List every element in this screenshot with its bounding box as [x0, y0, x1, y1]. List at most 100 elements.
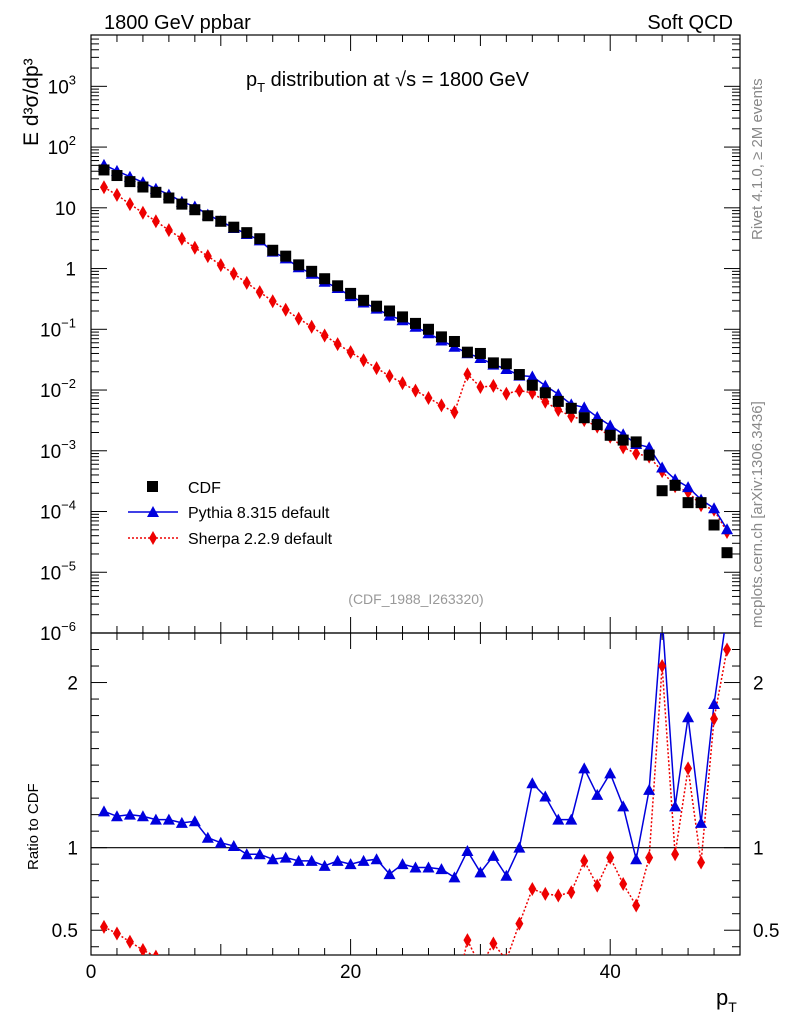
main-point-pythia [656, 461, 669, 473]
ratio-point-pythia [305, 854, 318, 866]
ratio-point-sherpa [412, 1004, 420, 1018]
ratio-point-sherpa [99, 919, 108, 934]
ratio-point-pythia [526, 777, 539, 789]
ratio-point-pythia [552, 813, 565, 825]
main-point-cdf [708, 519, 720, 531]
ratio-point-sherpa [515, 916, 524, 931]
ratio-point-pythia [292, 854, 305, 866]
main-point-sherpa [177, 231, 186, 246]
main-y-axis-label: E d³σ/dp³ [20, 58, 43, 146]
ratio-point-sherpa [191, 966, 199, 980]
ratio-point-pythia [318, 859, 331, 871]
main-point-sherpa [437, 398, 446, 413]
ratio-point-pythia [266, 853, 279, 865]
ratio-point-sherpa [645, 850, 654, 865]
ratio-point-pythia [110, 810, 123, 822]
main-point-sherpa [463, 367, 472, 382]
main-point-cdf [111, 170, 123, 182]
main-point-cdf [721, 547, 733, 559]
main-point-cdf [643, 449, 655, 461]
main-point-sherpa [476, 380, 485, 395]
ratio-point-sherpa [243, 981, 251, 995]
main-point-cdf [176, 198, 188, 210]
ratio-point-pythia [422, 861, 435, 873]
main-point-cdf [163, 192, 175, 204]
ratio-y-tick-label-right: 0.5 [753, 921, 779, 942]
ratio-point-sherpa [450, 994, 458, 1008]
main-point-cdf [254, 233, 266, 245]
ratio-point-sherpa [710, 711, 719, 726]
main-y-tick-label: 10−3 [40, 437, 76, 463]
ratio-point-pythia [630, 853, 643, 865]
main-point-cdf [280, 250, 292, 262]
main-point-cdf [617, 434, 629, 446]
ratio-point-pythia [682, 711, 695, 723]
main-point-cdf [422, 323, 434, 335]
main-point-sherpa [502, 386, 511, 401]
ratio-point-sherpa [463, 933, 472, 948]
ratio-point-sherpa [373, 1001, 381, 1015]
main-series-line-pythia [103, 164, 728, 530]
main-point-cdf [526, 379, 538, 391]
ratio-point-pythia [370, 853, 383, 865]
ratio-point-sherpa [580, 853, 589, 868]
ratio-point-pythia [188, 815, 201, 827]
ratio-point-pythia [136, 810, 149, 822]
main-y-tick-label: 10−5 [40, 558, 76, 584]
main-y-tick-label: 10−6 [40, 619, 76, 645]
ratio-point-pythia [175, 816, 188, 828]
main-point-sherpa [112, 187, 121, 202]
main-point-cdf [293, 259, 305, 271]
legend-marker-cdf [147, 481, 158, 492]
main-point-cdf [384, 305, 396, 317]
ratio-point-pythia [604, 767, 617, 779]
ratio-point-pythia [474, 866, 487, 878]
ratio-point-pythia [669, 800, 682, 812]
main-point-cdf [474, 347, 486, 359]
ratio-point-sherpa [606, 850, 615, 865]
legend-label-sherpa: Sherpa 2.2.9 default [188, 531, 333, 548]
main-point-sherpa [372, 361, 381, 376]
main-point-cdf [500, 358, 512, 370]
ratio-y-tick-label-right: 2 [753, 674, 764, 695]
x-axis-label: pT [716, 985, 737, 1015]
main-point-sherpa [229, 266, 238, 281]
ratio-point-pythia [331, 854, 344, 866]
main-point-sherpa [320, 328, 329, 343]
ratio-y-tick-label-left: 1 [67, 839, 78, 860]
ratio-point-pythia [201, 831, 214, 843]
ratio-point-sherpa [112, 926, 121, 941]
ratio-point-sherpa [697, 855, 706, 870]
main-point-cdf [371, 300, 383, 312]
ratio-point-pythia [383, 868, 396, 880]
ratio-point-sherpa [321, 994, 329, 1008]
beam-label: 1800 GeV ppbar [104, 12, 251, 34]
main-point-cdf [306, 265, 318, 277]
ratio-point-pythia [591, 788, 604, 800]
main-y-tick-label: 10−1 [40, 315, 76, 341]
main-point-cdf [578, 412, 590, 424]
main-point-cdf [487, 357, 499, 369]
ratio-series-line-pythia [103, 633, 725, 879]
main-point-sherpa [242, 275, 251, 290]
legend-marker-pythia [147, 506, 159, 517]
main-point-sherpa [216, 258, 225, 273]
main-y-tick-label: 10−2 [40, 376, 76, 402]
ratio-point-pythia [214, 836, 227, 848]
ratio-point-sherpa [282, 989, 290, 1003]
main-point-cdf [150, 186, 162, 198]
legend-label-cdf: CDF [188, 480, 221, 497]
ratio-plot-series [97, 633, 732, 1018]
main-y-tick-label: 103 [48, 72, 76, 98]
main-point-cdf [189, 204, 201, 216]
ratio-axis-ticks [90, 632, 741, 955]
analysis-tag: (CDF_1988_I263320) [348, 591, 483, 607]
main-y-tick-label: 1 [65, 260, 76, 281]
main-point-cdf [202, 210, 214, 222]
ratio-point-pythia [578, 762, 591, 774]
ratio-point-sherpa [256, 984, 264, 998]
ratio-plot-frame [90, 632, 741, 956]
main-point-pythia [526, 370, 539, 382]
ratio-series-line-sherpa [103, 649, 728, 955]
